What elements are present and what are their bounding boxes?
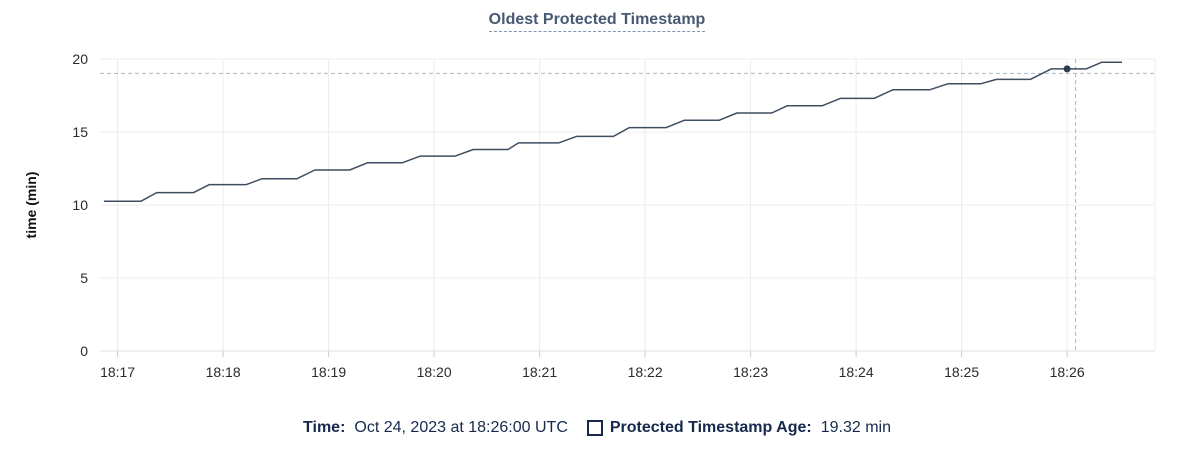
legend-time: Time: Oct 24, 2023 at 18:26:00 UTC: [303, 419, 568, 437]
y-axis-title: time (min): [23, 171, 39, 239]
x-tick-label: 18:23: [733, 364, 769, 380]
x-tick-label: 18:24: [838, 364, 874, 380]
legend-time-label: Time:: [303, 419, 346, 436]
y-tick-label: 5: [80, 270, 88, 286]
x-tick-label: 18:22: [627, 364, 663, 380]
x-tick-label: 18:17: [100, 364, 136, 380]
y-tick-label: 10: [72, 197, 88, 213]
chart-title-tooltip-trigger[interactable]: Oldest Protected Timestamp: [488, 11, 706, 32]
legend-series-label: Protected Timestamp Age:: [609, 419, 812, 436]
chart-plot-area[interactable]: [100, 59, 1155, 351]
legend-time-value: Oct 24, 2023 at 18:26:00 UTC: [354, 419, 568, 436]
x-tick-label: 18:20: [416, 364, 452, 380]
hollow-square-icon: [586, 420, 603, 436]
x-tick-label: 18:21: [522, 364, 558, 380]
legend-series-toggle[interactable]: Protected Timestamp Age: 19.32 min: [586, 419, 891, 437]
legend-series-value: 19.32 min: [820, 419, 891, 436]
y-tick-label: 0: [80, 343, 88, 359]
x-tick-label: 18:25: [944, 364, 980, 380]
chart-legend: Time: Oct 24, 2023 at 18:26:00 UTC Prote…: [0, 419, 1194, 437]
y-tick-label: 15: [72, 124, 88, 140]
page-title: Oldest Protected Timestamp: [0, 11, 1194, 32]
x-tick-label: 18:19: [311, 364, 347, 380]
y-tick-label: 20: [72, 51, 88, 67]
x-tick-label: 18:18: [205, 364, 241, 380]
x-tick-label: 18:26: [1049, 364, 1085, 380]
